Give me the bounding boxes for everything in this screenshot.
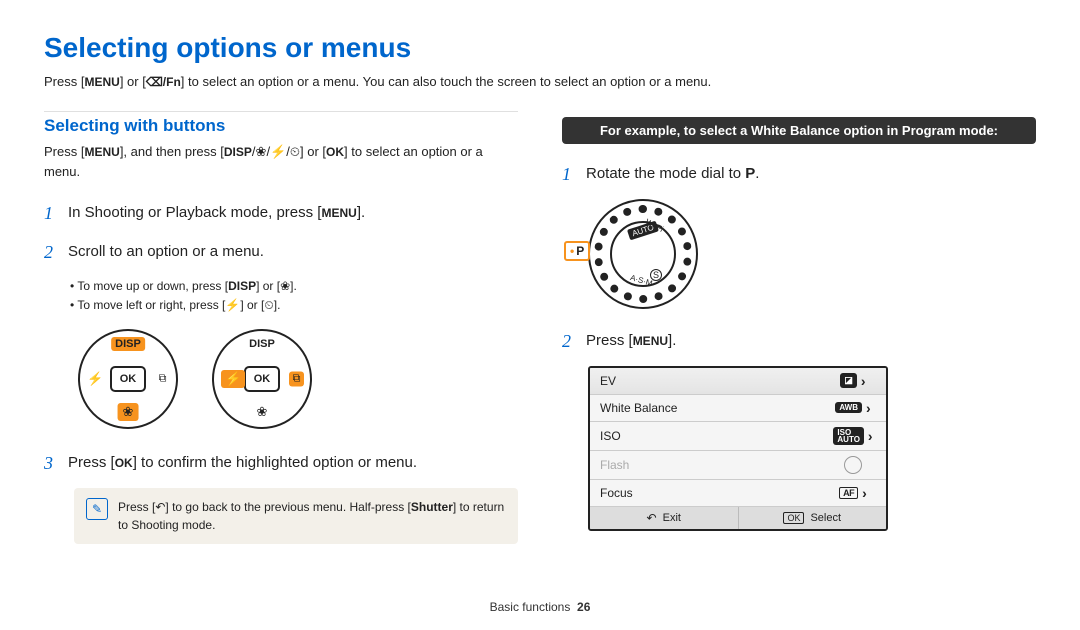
menu-row: EV◪› bbox=[590, 368, 886, 395]
menu-row: Flash bbox=[590, 451, 886, 480]
mode-p-highlight: P bbox=[564, 241, 590, 261]
example-banner: For example, to select a White Balance o… bbox=[562, 117, 1036, 144]
globe-icon bbox=[844, 456, 862, 474]
dial-disp-label: DISP bbox=[245, 337, 279, 351]
menu-footer: ↶ Exit OK Select bbox=[590, 507, 886, 529]
dial-flower-icon: ❀ bbox=[118, 403, 139, 421]
step-number: 1 bbox=[44, 199, 68, 228]
dial-disp-label: DISP bbox=[111, 337, 145, 351]
ok-icon: OK bbox=[783, 512, 804, 524]
step-number: 1 bbox=[562, 160, 586, 189]
dial-flash-icon: ⚡ bbox=[221, 370, 245, 388]
page-title: Selecting options or menus bbox=[44, 32, 1036, 64]
left-column: Selecting with buttons Press [MENU], and… bbox=[44, 111, 518, 562]
menu-footer-exit: ↶ Exit bbox=[590, 507, 739, 529]
menu-row-value: ISO AUTO› bbox=[830, 427, 876, 445]
step-2: 2 Scroll to an option or a menu. bbox=[44, 238, 518, 267]
menu-row: Focus AF › bbox=[590, 480, 886, 507]
sub-bullet-list: To move up or down, press [DISP] or [❀].… bbox=[70, 277, 518, 315]
note-box: ✎ Press [↶] to go back to the previous m… bbox=[74, 488, 518, 544]
menu-row-label: EV bbox=[600, 374, 616, 388]
step-3: 3 Press [OK] to confirm the highlighted … bbox=[44, 449, 518, 478]
step-text: Scroll to an option or a menu. bbox=[68, 238, 264, 267]
chevron-right-icon: › bbox=[866, 400, 871, 416]
menu-row: ISO ISO AUTO› bbox=[590, 422, 886, 451]
step-number: 2 bbox=[44, 238, 68, 267]
step-1: 1 In Shooting or Playback mode, press [M… bbox=[44, 199, 518, 228]
chevron-right-icon: › bbox=[868, 428, 873, 444]
chevron-right-icon: › bbox=[862, 485, 867, 501]
dial-flower-icon: ❀ bbox=[252, 403, 273, 421]
mode-s-label: S bbox=[650, 269, 662, 281]
note-text: Press [↶] to go back to the previous men… bbox=[118, 498, 506, 534]
menu-value-icon: ISO AUTO bbox=[833, 427, 864, 445]
note-icon: ✎ bbox=[86, 498, 108, 520]
bullet-item: To move up or down, press [DISP] or [❀]. bbox=[70, 277, 518, 296]
menu-row-value: ◪› bbox=[830, 373, 876, 389]
intro-text: Press [MENU] or [⌫/Fn] to select an opti… bbox=[44, 74, 1036, 89]
menu-row-label: Flash bbox=[600, 458, 629, 472]
bullet-item: To move left or right, press [⚡] or [⏲]. bbox=[70, 296, 518, 315]
section-heading: Selecting with buttons bbox=[44, 111, 518, 136]
chevron-right-icon: › bbox=[861, 373, 866, 389]
step-r2: 2 Press [MENU]. bbox=[562, 327, 1036, 356]
menu-row-value: AF › bbox=[830, 485, 876, 501]
dial-horizontal-highlight: DISP OK ⚡ ⧉ ❀ bbox=[212, 329, 312, 429]
menu-row-label: Focus bbox=[600, 486, 633, 500]
menu-value-icon: AWB bbox=[835, 402, 862, 413]
dial-vertical-highlight: DISP OK ⚡ ⧉ ❀ bbox=[78, 329, 178, 429]
ev-icon: ◪ bbox=[840, 373, 857, 388]
camera-menu-screenshot: EV◪›White BalanceAWB›ISOISO AUTO›FlashFo… bbox=[588, 366, 888, 531]
back-icon: ↶ bbox=[647, 511, 657, 525]
dial-ok-label: OK bbox=[110, 366, 146, 392]
page-footer: Basic functions 26 bbox=[0, 600, 1080, 614]
dial-timer-icon: ⧉ bbox=[155, 371, 170, 386]
step-text: Press [OK] to confirm the highlighted op… bbox=[68, 449, 417, 478]
step-text: Rotate the mode dial to P. bbox=[586, 160, 759, 189]
right-column: For example, to select a White Balance o… bbox=[562, 111, 1036, 562]
menu-row-label: ISO bbox=[600, 429, 621, 443]
dial-timer-icon: ⧉ bbox=[289, 371, 304, 386]
af-icon: AF bbox=[839, 487, 858, 499]
menu-footer-select: OK Select bbox=[739, 507, 887, 529]
menu-row-label: White Balance bbox=[600, 401, 677, 415]
menu-row-value bbox=[830, 456, 876, 474]
menu-row-value: AWB › bbox=[830, 400, 876, 416]
step-r1: 1 Rotate the mode dial to P. bbox=[562, 160, 1036, 189]
dial-flash-icon: ⚡ bbox=[87, 371, 103, 387]
dial-ok-label: OK bbox=[244, 366, 280, 392]
step-number: 3 bbox=[44, 449, 68, 478]
mode-dial-diagram: P AUTO Wi-Fi A·S·M S bbox=[588, 199, 1036, 309]
step-number: 2 bbox=[562, 327, 586, 356]
step-text: Press [MENU]. bbox=[586, 327, 676, 356]
step-text: In Shooting or Playback mode, press [MEN… bbox=[68, 199, 365, 228]
menu-row: White Balance AWB › bbox=[590, 395, 886, 422]
section-intro: Press [MENU], and then press [DISP/❀/⚡/⏲… bbox=[44, 142, 518, 181]
dial-diagrams: DISP OK ⚡ ⧉ ❀ DISP OK ⚡ ⧉ ❀ bbox=[78, 329, 518, 429]
